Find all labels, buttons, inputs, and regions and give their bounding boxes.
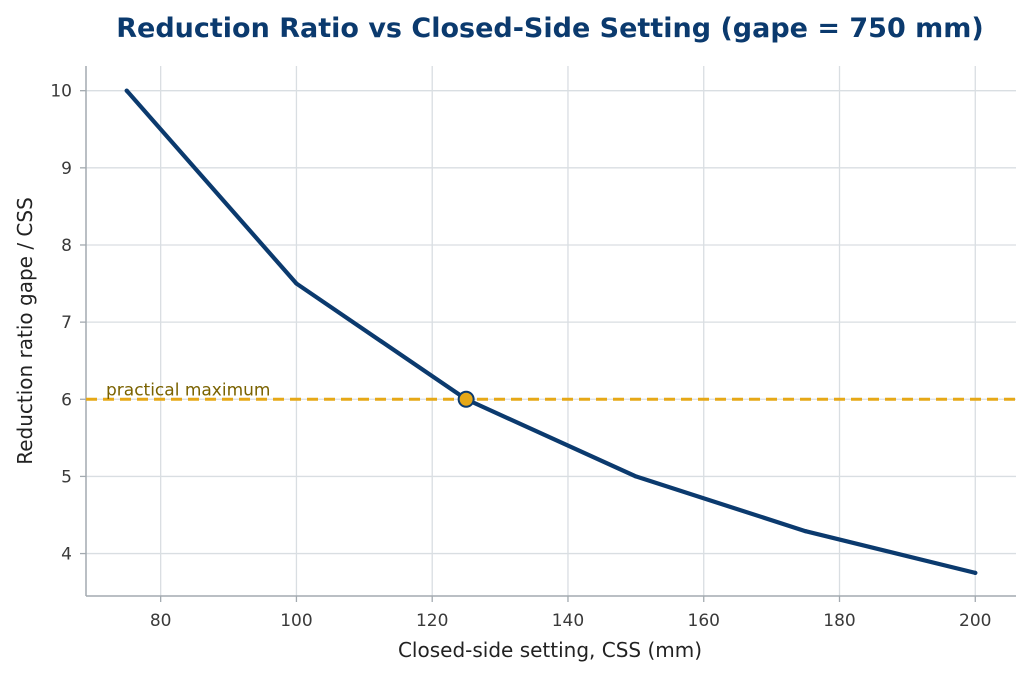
- data-point: [973, 570, 978, 575]
- x-axis-label: Closed-side setting, CSS (mm): [398, 638, 702, 662]
- y-tick-label: 9: [61, 159, 72, 179]
- y-tick-label: 8: [61, 236, 72, 256]
- y-tick-label: 4: [61, 545, 72, 565]
- x-ticks: 80 100 120 140 160 180 200: [150, 596, 991, 631]
- x-tick-label: 200: [959, 611, 991, 631]
- x-tick-label: 180: [823, 611, 855, 631]
- series-group: [124, 88, 978, 575]
- axes: [85, 66, 1016, 597]
- data-point: [124, 88, 129, 93]
- series-line: [124, 88, 978, 575]
- x-tick-label: 120: [416, 611, 448, 631]
- y-tick-label: 6: [61, 390, 72, 410]
- x-tick-label: 140: [552, 611, 584, 631]
- y-tick-label: 7: [61, 313, 72, 333]
- y-axis-label: Reduction ratio gape / CSS: [13, 197, 37, 465]
- x-tick-label: 100: [280, 611, 312, 631]
- y-tick-label: 10: [50, 82, 72, 102]
- y-tick-label: 5: [61, 467, 72, 487]
- chart-title: Reduction Ratio vs Closed-Side Setting (…: [116, 13, 984, 44]
- x-tick-label: 80: [150, 611, 172, 631]
- x-tick-label: 160: [688, 611, 720, 631]
- data-point: [633, 474, 638, 479]
- reference-line-group: practical maximum: [86, 380, 1016, 401]
- grid: [86, 66, 1016, 596]
- practical-maximum-label: practical maximum: [106, 380, 270, 400]
- data-point: [294, 281, 299, 286]
- data-point: [803, 529, 808, 534]
- y-ticks: 4 5 6 7 8 9 10: [50, 82, 86, 565]
- intersection-marker: [457, 390, 475, 408]
